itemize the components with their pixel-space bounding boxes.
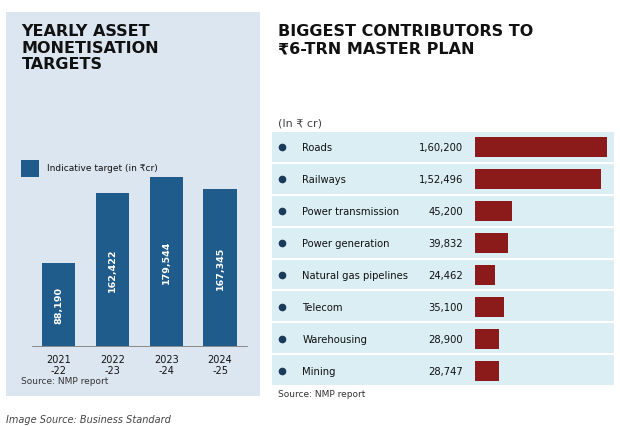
Text: 162,422: 162,422 bbox=[108, 248, 117, 292]
Text: Power transmission: Power transmission bbox=[303, 207, 399, 216]
Text: Telecom: Telecom bbox=[303, 302, 343, 312]
Text: Source: NMP report: Source: NMP report bbox=[22, 376, 108, 385]
Text: 35,100: 35,100 bbox=[428, 302, 463, 312]
Text: 2021
-22: 2021 -22 bbox=[46, 354, 71, 376]
Bar bbox=[272, 228, 614, 259]
Bar bbox=[272, 355, 614, 386]
Text: Railways: Railways bbox=[303, 175, 347, 185]
Bar bbox=[475, 201, 512, 222]
Text: BIGGEST CONTRIBUTORS TO
₹6-TRN MASTER PLAN: BIGGEST CONTRIBUTORS TO ₹6-TRN MASTER PL… bbox=[278, 24, 534, 56]
Text: YEARLY ASSET
MONETISATION
TARGETS: YEARLY ASSET MONETISATION TARGETS bbox=[22, 24, 159, 72]
Bar bbox=[272, 132, 614, 164]
Text: Warehousing: Warehousing bbox=[303, 334, 368, 344]
Text: Roads: Roads bbox=[303, 143, 332, 153]
Text: Power generation: Power generation bbox=[303, 239, 390, 248]
Bar bbox=[272, 291, 614, 322]
Text: 28,900: 28,900 bbox=[428, 334, 463, 344]
Bar bbox=[475, 138, 607, 158]
Text: 179,544: 179,544 bbox=[162, 240, 170, 284]
Bar bbox=[272, 260, 614, 291]
Text: 39,832: 39,832 bbox=[428, 239, 463, 248]
Bar bbox=[475, 297, 504, 317]
Text: 88,190: 88,190 bbox=[54, 286, 63, 323]
Bar bbox=[22, 160, 39, 178]
Text: Natural gas pipelines: Natural gas pipelines bbox=[303, 270, 409, 280]
Text: Source: NMP report: Source: NMP report bbox=[278, 389, 366, 398]
Bar bbox=[42, 263, 75, 346]
Bar bbox=[149, 178, 183, 346]
Bar bbox=[475, 170, 601, 190]
Text: Mining: Mining bbox=[303, 366, 336, 376]
Bar bbox=[475, 329, 499, 349]
Text: 2022
-23: 2022 -23 bbox=[100, 354, 125, 376]
Text: 1,52,496: 1,52,496 bbox=[419, 175, 463, 185]
Text: Image Source: Business Standard: Image Source: Business Standard bbox=[6, 414, 171, 424]
Bar bbox=[272, 196, 614, 227]
Text: 24,462: 24,462 bbox=[428, 270, 463, 280]
Bar bbox=[475, 233, 508, 253]
Text: 2023
-24: 2023 -24 bbox=[154, 354, 179, 376]
Text: (In ₹ cr): (In ₹ cr) bbox=[278, 118, 322, 128]
Text: 2024
-25: 2024 -25 bbox=[208, 354, 232, 376]
Text: 45,200: 45,200 bbox=[428, 207, 463, 216]
Bar bbox=[475, 265, 495, 285]
Text: 167,345: 167,345 bbox=[216, 246, 224, 289]
Bar bbox=[95, 194, 129, 346]
Bar bbox=[272, 164, 614, 195]
Bar bbox=[203, 189, 237, 346]
Bar bbox=[475, 361, 499, 380]
Bar bbox=[272, 323, 614, 354]
Text: Indicative target (in ₹cr): Indicative target (in ₹cr) bbox=[46, 164, 157, 173]
Text: 1,60,200: 1,60,200 bbox=[419, 143, 463, 153]
Text: 28,747: 28,747 bbox=[428, 366, 463, 376]
